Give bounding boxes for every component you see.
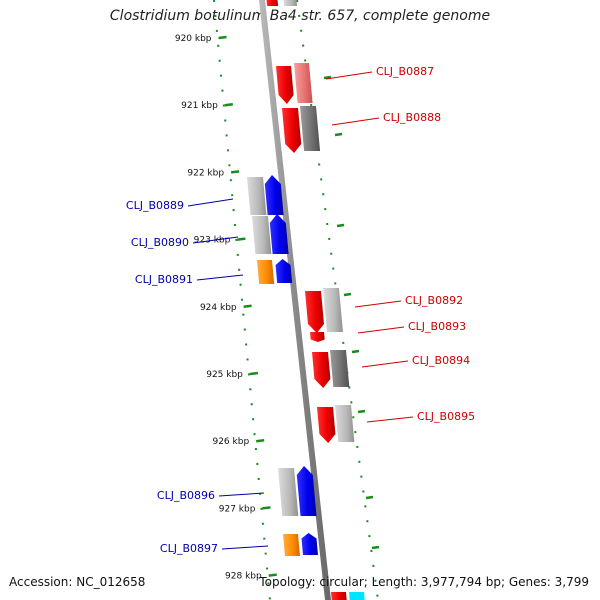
feature-block bbox=[283, 0, 298, 6]
tick-label: 926 kbp bbox=[212, 437, 249, 447]
tick-mark bbox=[357, 409, 366, 414]
tick-mark bbox=[371, 545, 380, 550]
forward-gene-arrow bbox=[294, 63, 313, 103]
reverse-gene-arrow bbox=[283, 534, 300, 556]
tick-mark bbox=[268, 573, 277, 577]
tick-label: 928 kbp bbox=[225, 572, 262, 582]
tick-mark bbox=[323, 75, 332, 80]
tick-label: 921 kbp bbox=[181, 101, 218, 111]
tick-mark bbox=[365, 495, 374, 500]
tick-mark bbox=[230, 170, 240, 174]
forward-gene-arrow bbox=[317, 407, 336, 443]
label-leader-line bbox=[361, 360, 409, 368]
reverse-gene-arrow bbox=[296, 466, 317, 516]
feature-block bbox=[331, 592, 347, 600]
feature-block bbox=[335, 405, 355, 442]
tick-mark bbox=[336, 223, 345, 228]
gene-label[interactable]: CLJ_B0888 bbox=[383, 111, 441, 124]
tick-mark bbox=[351, 349, 360, 354]
reverse-gene-arrow bbox=[264, 175, 284, 215]
label-leader-line bbox=[366, 416, 414, 423]
forward-gene-arrow bbox=[305, 291, 324, 333]
forward-gene-arrow bbox=[282, 108, 302, 153]
reverse-gene-arrow bbox=[275, 259, 293, 283]
gene-label[interactable]: CLJ_B0895 bbox=[417, 410, 475, 423]
tick-mark bbox=[224, 102, 233, 107]
reverse-gene-arrow bbox=[301, 533, 318, 555]
gene-label[interactable]: CLJ_B0894 bbox=[412, 354, 470, 367]
label-leader-line bbox=[357, 326, 405, 334]
tick-label: 922 kbp bbox=[187, 168, 224, 178]
tick-label: 927 kbp bbox=[219, 504, 256, 514]
forward-gene-arrow bbox=[312, 352, 331, 388]
forward-gene-arrow bbox=[310, 332, 325, 342]
feature-block bbox=[266, 0, 279, 6]
gene-label[interactable]: CLJ_B0896 bbox=[157, 489, 215, 502]
label-leader-line bbox=[221, 545, 269, 550]
label-leader-line bbox=[192, 236, 239, 244]
gene-label[interactable]: CLJ_B0889 bbox=[126, 199, 184, 212]
genome-axis bbox=[259, 0, 331, 600]
accession-text: Accession: NC_012658 bbox=[9, 575, 146, 589]
tick-label: 920 kbp bbox=[175, 34, 212, 44]
tick-label: 925 kbp bbox=[206, 370, 243, 380]
label-group: CLJ_B0887 CLJ_B0888 CLJ_B0892 CLJ_B0893 CLJ_… bbox=[126, 65, 475, 555]
label-leader-line bbox=[354, 300, 402, 308]
feature-group bbox=[247, 0, 365, 600]
gene-label[interactable]: CLJ_B0891 bbox=[135, 273, 193, 286]
feature-block bbox=[323, 288, 343, 332]
tick-mark bbox=[237, 237, 246, 241]
label-leader-line bbox=[196, 274, 244, 281]
dotted-ruler-left bbox=[213, 0, 271, 600]
tick-label: 924 kbp bbox=[200, 303, 237, 313]
reverse-gene-arrow bbox=[257, 260, 275, 284]
feature-block bbox=[349, 592, 365, 600]
label-leader-line bbox=[325, 71, 373, 80]
feature-block bbox=[252, 216, 272, 254]
gene-label[interactable]: CLJ_B0887 bbox=[376, 65, 434, 78]
tick-mark bbox=[256, 438, 265, 443]
label-leader-line bbox=[218, 492, 265, 497]
forward-gene-arrow bbox=[276, 66, 294, 104]
feature-block bbox=[300, 106, 321, 151]
label-leader-line bbox=[187, 198, 234, 207]
gene-label[interactable]: CLJ_B0892 bbox=[405, 294, 463, 307]
gene-label[interactable]: CLJ_B0893 bbox=[408, 320, 466, 333]
label-leader-line bbox=[331, 117, 380, 126]
tick-mark bbox=[334, 132, 343, 137]
tick-mark bbox=[243, 304, 252, 309]
gene-label[interactable]: CLJ_B0897 bbox=[160, 542, 218, 555]
reverse-gene-arrow bbox=[269, 214, 289, 254]
tick-mark bbox=[343, 292, 352, 297]
topology-summary: Topology: circular; Length: 3,977,794 bp… bbox=[259, 575, 589, 589]
tick-mark bbox=[262, 506, 271, 510]
gene-label[interactable]: CLJ_B0890 bbox=[131, 236, 189, 249]
tick-mark bbox=[249, 371, 259, 376]
feature-block bbox=[278, 468, 299, 516]
feature-block bbox=[247, 177, 267, 215]
feature-block bbox=[330, 350, 350, 387]
ruler-group bbox=[213, 0, 379, 600]
tick-mark bbox=[218, 35, 227, 40]
